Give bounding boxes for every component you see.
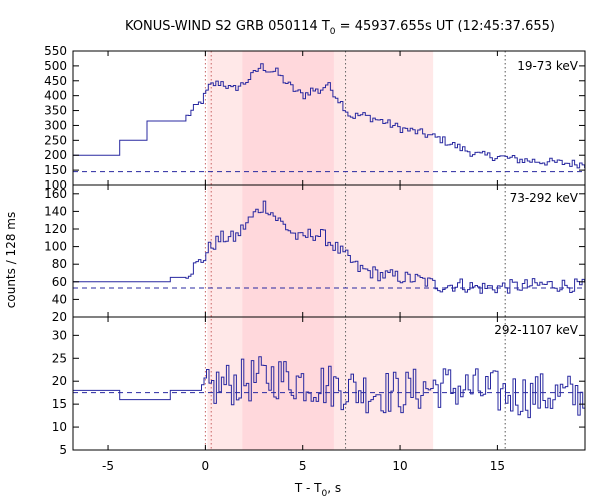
- panel-frame-3: [72, 316, 586, 451]
- y-tick-label: 60: [52, 275, 67, 289]
- x-tick-label: 5: [299, 459, 307, 473]
- y-axis-label: counts / 128 ms: [4, 212, 18, 308]
- y-tick-label: 20: [52, 310, 67, 324]
- y-tick-label: 350: [44, 104, 67, 118]
- y-tick-label: 20: [52, 374, 67, 388]
- panel-label-3: 292-1107 keV: [494, 323, 578, 337]
- light-curve-3: [73, 356, 585, 419]
- y-tick-label: 100: [44, 240, 67, 254]
- y-tick-label: 450: [44, 74, 67, 88]
- y-tick-label: 150: [44, 163, 67, 177]
- light-curve-1: [73, 63, 586, 169]
- y-tick-label: 200: [44, 148, 67, 162]
- x-tick-label: -5: [102, 459, 114, 473]
- y-tick-label: 10: [52, 420, 67, 434]
- x-tick-label: 0: [202, 459, 210, 473]
- y-tick-label: 80: [52, 257, 67, 271]
- chart-title: KONUS-WIND S2 GRB 050114 T0 = 45937.655s…: [125, 19, 555, 37]
- y-tick-label: 100: [44, 178, 67, 192]
- y-tick-label: 5: [59, 443, 67, 457]
- y-tick-label: 250: [44, 133, 67, 147]
- x-tick-label: 15: [490, 459, 505, 473]
- y-tick-label: 550: [44, 44, 67, 58]
- y-tick-label: 30: [52, 328, 67, 342]
- y-tick-label: 400: [44, 89, 67, 103]
- panel-label-2: 73-292 keV: [510, 191, 579, 205]
- y-tick-label: 160: [44, 187, 67, 201]
- y-tick-label: 120: [44, 222, 67, 236]
- x-axis-label: T - T0, s: [294, 481, 341, 499]
- shaded-interval-2: [242, 51, 334, 450]
- y-tick-label: 40: [52, 292, 67, 306]
- y-tick-label: 500: [44, 59, 67, 73]
- panel-label-1: 19-73 keV: [517, 59, 579, 73]
- light-curve-2: [73, 200, 586, 294]
- x-tick-label: 10: [392, 459, 407, 473]
- y-tick-label: 25: [52, 351, 67, 365]
- y-tick-label: 15: [52, 397, 67, 411]
- y-tick-label: 300: [44, 118, 67, 132]
- y-tick-label: 140: [44, 204, 67, 218]
